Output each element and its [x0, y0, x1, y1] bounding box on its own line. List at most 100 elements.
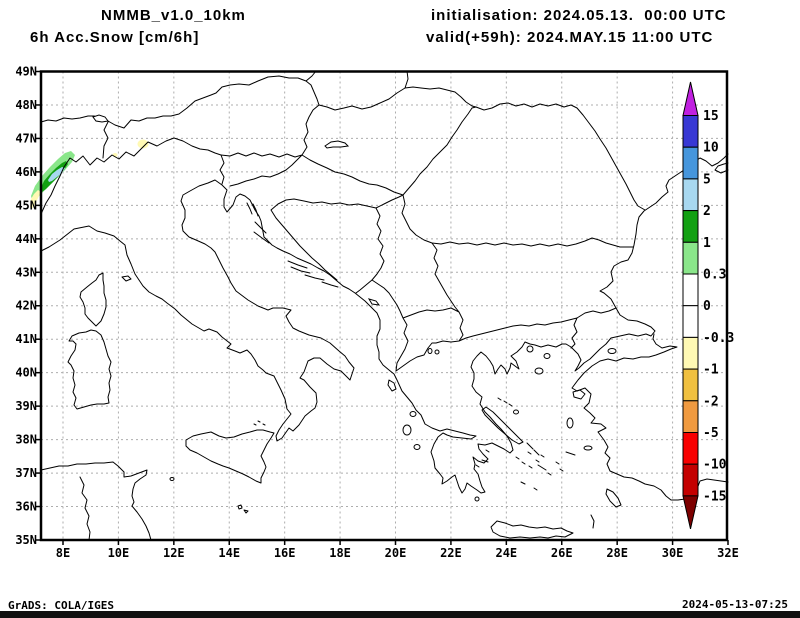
bosnia-serbia-borders	[270, 194, 404, 294]
colorbar-tick-label: -2	[703, 394, 719, 409]
colorbar-tick-label: -5	[703, 426, 719, 441]
valid-time: valid(+59h): 2024.MAY.15 11:00 UTC	[426, 29, 714, 46]
snow-core-light-blue	[48, 167, 65, 182]
y-tick-label: 43N	[15, 265, 37, 279]
tunisia-algeria-border	[79, 476, 91, 541]
colorbar-bottom-arrow	[682, 495, 699, 530]
x-axis-ticks: 8E 10E 12E 14E 16E 18E 20E 22E 24E 26E 28E 30E 32E	[56, 540, 739, 560]
x-tick-label: 10E	[108, 546, 130, 560]
dniester-liman-coast	[714, 162, 729, 174]
colorbar-tick-label: 0.3	[703, 268, 726, 283]
y-tick-label: 36N	[15, 500, 37, 514]
snow-shading-layer	[30, 139, 149, 209]
karpathos-island	[590, 514, 595, 529]
romania-north-east-borders	[475, 102, 646, 211]
colorbar-tick-label: -15	[703, 489, 726, 504]
colorbar: 15 10 5 2 1 0.3 0 -0.3 -1 -2 -5 -10 -15	[682, 81, 734, 530]
x-tick-label: 26E	[551, 546, 573, 560]
chios-island	[566, 417, 574, 429]
kefalonia-island	[402, 424, 412, 436]
corfu-island	[387, 379, 397, 392]
x-tick-label: 18E	[329, 546, 351, 560]
crete-island	[490, 520, 574, 539]
thasos-island	[526, 345, 534, 353]
colorbar-tick-label: 5	[703, 172, 711, 187]
bottom-black-bar	[0, 611, 800, 618]
colorbar-segment	[682, 336, 699, 370]
x-tick-label: 12E	[163, 546, 185, 560]
y-tick-label: 47N	[15, 131, 37, 145]
lemnos-island	[534, 367, 544, 375]
y-tick-label: 38N	[15, 433, 37, 447]
rhodes-island	[605, 488, 622, 508]
sporades-islands	[497, 397, 513, 407]
colorbar-tick-label: 1	[703, 236, 711, 251]
x-tick-label: 20E	[385, 546, 407, 560]
samos-island	[583, 445, 593, 451]
kythira-island	[474, 496, 480, 502]
lesbos-island	[572, 389, 586, 400]
danube-border-line	[401, 194, 634, 248]
x-tick-label: 14E	[218, 546, 240, 560]
colorbar-segment	[682, 241, 699, 275]
elba-island	[121, 275, 132, 282]
zakynthos-island	[413, 444, 421, 450]
samothraki-island	[543, 353, 551, 359]
colorbar-tick-label: 15	[703, 109, 719, 124]
colorbar-segment	[682, 210, 699, 243]
marmara-island	[607, 348, 617, 354]
malta-islands	[237, 504, 249, 514]
euboea-island	[481, 406, 524, 445]
austria-hungary-slovenia-borders	[220, 104, 320, 187]
y-axis-ticks: 49N 48N 47N 46N 45N 44N 43N 42N 41N 40N 39N 38N 37N 3…	[15, 65, 41, 547]
colorbar-tick-label: 0	[703, 299, 711, 314]
colorbar-tick-label: -10	[703, 458, 727, 473]
x-tick-label: 16E	[274, 546, 296, 560]
dalmatian-islands	[246, 202, 339, 288]
lake-constance	[92, 114, 109, 123]
colorbar-segment	[682, 368, 699, 402]
lake-prespa	[434, 349, 440, 355]
y-tick-label: 41N	[15, 332, 37, 346]
x-tick-label: 8E	[56, 546, 70, 560]
skyros-island	[513, 409, 519, 415]
y-tick-label: 48N	[15, 98, 37, 112]
central-europe-borders	[40, 70, 477, 159]
cyclades-islands	[475, 442, 564, 491]
creation-timestamp: 2024-05-13-07:25	[682, 598, 788, 611]
pantelleria-island	[169, 477, 175, 481]
colorbar-segment	[682, 146, 699, 180]
north-africa-coastline	[40, 461, 152, 541]
colorbar-segment	[682, 115, 699, 148]
init-time: initialisation: 2024.05.13. 00:00 UTC	[431, 7, 727, 24]
colorbar-tick-label: -0.3	[703, 331, 734, 346]
field-title: 6h Acc.Snow [cm/6h]	[30, 29, 200, 46]
colorbar-tick-label: -1	[703, 363, 719, 378]
lake-balaton	[324, 140, 350, 149]
sicily-island	[185, 429, 275, 484]
y-tick-label: 46N	[15, 165, 37, 179]
colorbar-segment	[682, 463, 699, 497]
x-tick-label: 24E	[495, 546, 517, 560]
y-tick-label: 45N	[15, 198, 37, 212]
x-tick-label: 22E	[440, 546, 462, 560]
colorbar-segment	[682, 273, 699, 307]
lipari-islands	[253, 420, 266, 426]
south-balkan-borders	[371, 242, 617, 372]
x-tick-label: 30E	[662, 546, 684, 560]
corsica-island	[79, 272, 107, 327]
colorbar-segment	[682, 432, 699, 465]
alps-borders	[40, 137, 225, 215]
ikaria-island	[565, 451, 576, 456]
colorbar-segment	[682, 178, 699, 212]
colorbar-segment	[682, 305, 699, 338]
x-tick-label: 28E	[606, 546, 628, 560]
colorbar-tick-label: 2	[703, 204, 711, 219]
y-tick-label: 37N	[15, 466, 37, 480]
x-tick-label: 32E	[717, 546, 739, 560]
coastline-and-border-layer	[40, 70, 729, 541]
lake-skadar	[367, 298, 381, 306]
snow-spot-pale-yellow	[137, 139, 149, 149]
